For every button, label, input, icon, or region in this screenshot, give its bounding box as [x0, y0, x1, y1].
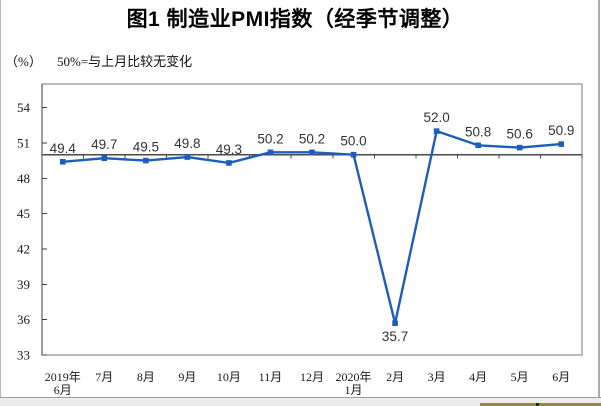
image-left-border	[0, 0, 1, 398]
data-point-marker	[392, 320, 398, 326]
data-point-marker	[350, 151, 357, 158]
data-point-label: 35.7	[382, 329, 408, 344]
page-bottom-strip	[0, 398, 601, 406]
data-point-marker	[558, 141, 565, 147]
chart-title: 图1 制造业PMI指数（经季节调整）	[126, 8, 464, 31]
data-point-label: 49.8	[174, 136, 200, 151]
data-point-marker	[516, 144, 523, 151]
x-category-label: 2月	[386, 370, 404, 384]
x-category-label: 8月	[137, 370, 155, 384]
data-point-marker	[433, 128, 440, 134]
y-tick-label: 54	[17, 100, 31, 115]
y-tick-label: 48	[17, 171, 30, 186]
data-point-marker	[267, 149, 274, 156]
image-right-border	[598, 0, 600, 398]
reference-annotation: 50%=与上月比较无变化	[57, 54, 193, 69]
y-tick-label: 39	[17, 277, 30, 292]
data-point-label: 50.9	[548, 123, 574, 138]
data-point-marker	[59, 158, 66, 165]
data-point-label: 50.0	[340, 134, 366, 149]
y-axis-unit-label: （%）	[5, 54, 42, 69]
page-bottom-artifact-dot	[536, 403, 539, 406]
data-point-label: 52.0	[423, 110, 449, 125]
data-point-marker	[184, 154, 191, 160]
x-category-label: 1月	[345, 383, 363, 397]
plot-border	[41, 83, 583, 356]
x-category-label: 9月	[178, 370, 196, 384]
y-tick-label: 51	[17, 135, 30, 150]
x-category-label: 10月	[217, 370, 241, 384]
data-point-label: 49.3	[216, 142, 242, 157]
x-category-label: 4月	[469, 370, 487, 384]
x-category-label: 11月	[259, 370, 283, 384]
x-category-label: 6月	[54, 383, 72, 397]
x-category-label: 2019年	[45, 370, 81, 384]
data-point-label: 50.8	[465, 124, 491, 139]
y-tick-label: 36	[17, 312, 31, 327]
x-category-label: 7月	[95, 370, 113, 384]
data-point-marker	[143, 157, 149, 164]
data-point-label: 49.7	[91, 137, 117, 152]
page-bottom-artifact	[480, 403, 601, 406]
data-point-label: 50.2	[257, 131, 283, 146]
x-category-label: 12月	[300, 370, 324, 384]
data-point-marker	[475, 142, 481, 149]
data-point-label: 50.2	[299, 131, 325, 146]
x-category-label: 5月	[511, 370, 529, 384]
y-tick-label: 45	[17, 206, 30, 221]
x-category-label: 6月	[552, 370, 570, 384]
y-tick-label: 33	[17, 348, 30, 363]
data-point-marker	[309, 149, 315, 156]
data-point-label: 49.4	[50, 141, 77, 156]
data-point-marker	[101, 155, 108, 162]
data-point-label: 49.5	[133, 140, 159, 155]
y-tick-label: 42	[17, 241, 30, 256]
x-category-label: 3月	[428, 370, 446, 384]
x-category-label: 2020年	[336, 370, 372, 384]
page-bottom-rule	[0, 397, 601, 398]
data-point-label: 50.6	[507, 127, 533, 142]
data-point-marker	[226, 160, 232, 166]
